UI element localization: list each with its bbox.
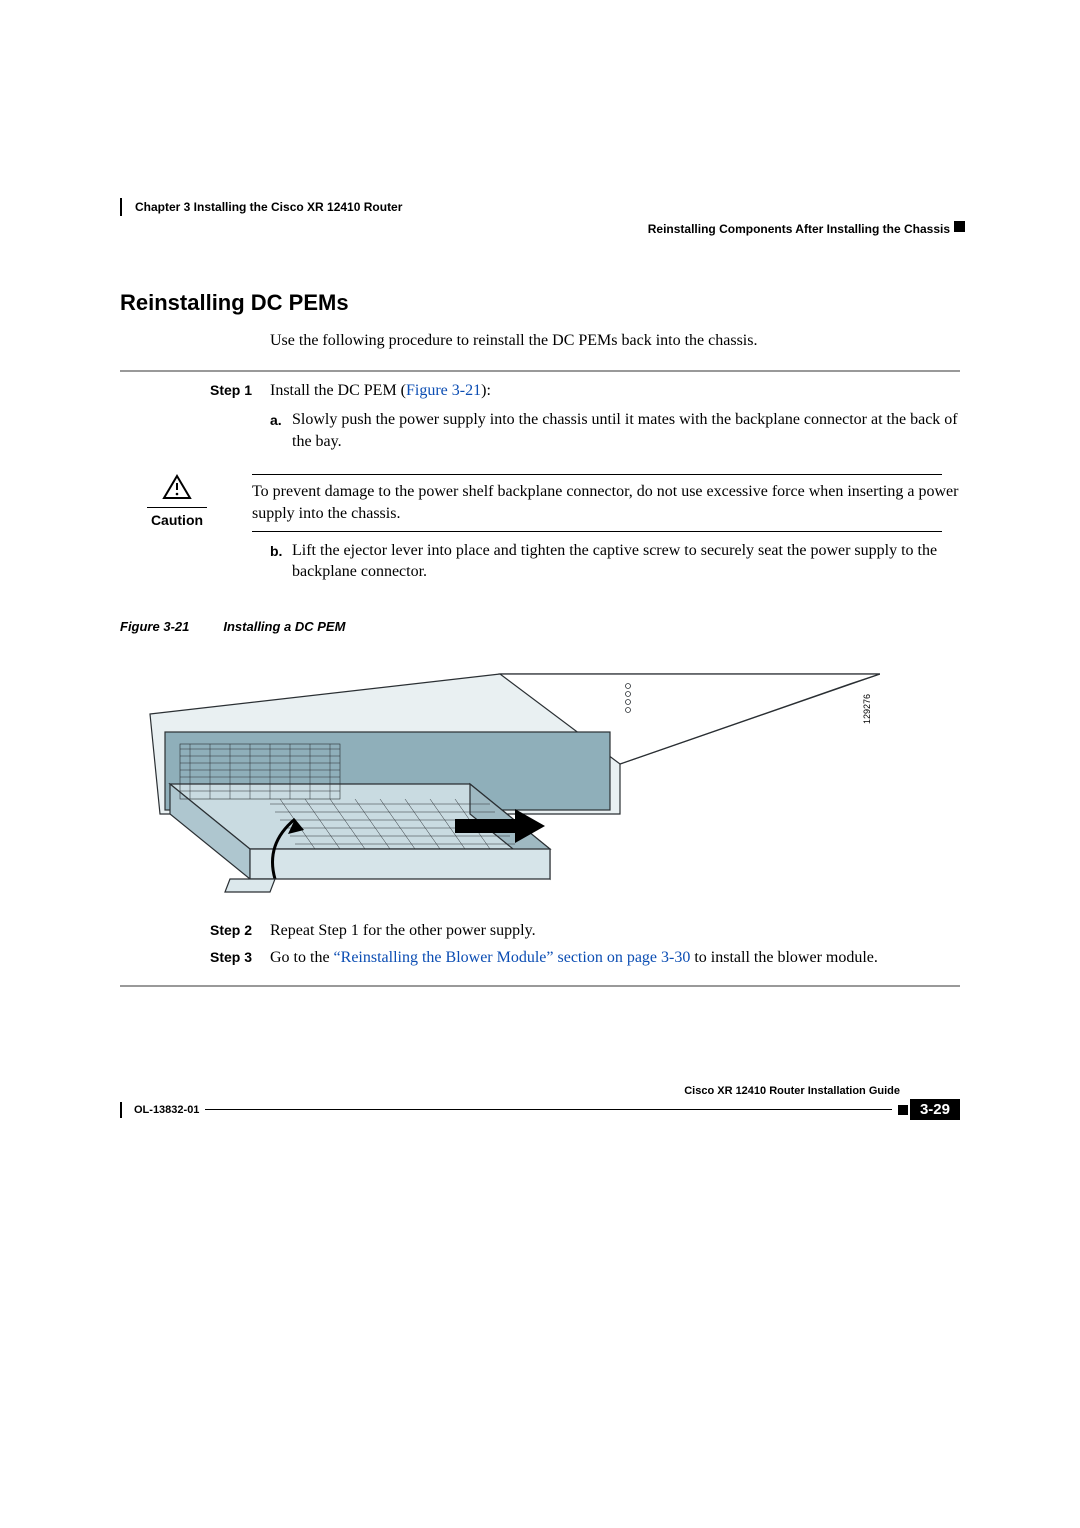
figure-title: Installing a DC PEM bbox=[223, 619, 345, 634]
xref-link[interactable]: “Reinstalling the Blower Module” section… bbox=[334, 949, 691, 966]
section-heading: Reinstalling DC PEMs bbox=[120, 290, 960, 316]
footer-square-icon bbox=[898, 1105, 908, 1115]
caution-text: To prevent damage to the power shelf bac… bbox=[252, 481, 960, 524]
step-2: Step 2 Repeat Step 1 for the other power… bbox=[120, 920, 960, 948]
figure-img-number: 129276 bbox=[862, 694, 872, 724]
footer-doc-number: OL-13832-01 bbox=[120, 1102, 199, 1118]
page-footer: Cisco XR 12410 Router Installation Guide… bbox=[120, 1085, 960, 1120]
intro-text: Use the following procedure to reinstall… bbox=[270, 330, 960, 352]
step-1b-label: b. bbox=[270, 540, 292, 583]
step-1b-row: b. Lift the ejector lever into place and… bbox=[120, 540, 960, 595]
divider-top bbox=[120, 370, 960, 372]
footer-rule bbox=[205, 1109, 892, 1110]
caution-block: Caution To prevent damage to the power s… bbox=[120, 474, 960, 531]
figure-link[interactable]: Figure 3-21 bbox=[406, 382, 481, 399]
figure-diagram: 129276 bbox=[120, 644, 880, 904]
step-1-text-after: ): bbox=[481, 382, 491, 399]
divider-bottom bbox=[120, 985, 960, 987]
step-1-label: Step 1 bbox=[120, 380, 270, 465]
figure-number: Figure 3-21 bbox=[120, 619, 189, 634]
step-1a-label: a. bbox=[270, 409, 292, 452]
caution-label: Caution bbox=[120, 512, 234, 528]
step-2-text: Repeat Step 1 for the other power supply… bbox=[270, 920, 960, 948]
footer-page-number: 3-29 bbox=[910, 1099, 960, 1120]
figure-caption: Figure 3-21 Installing a DC PEM bbox=[120, 619, 960, 634]
step-3-text-after: to install the blower module. bbox=[690, 949, 878, 966]
step-2-label: Step 2 bbox=[120, 920, 270, 948]
step-3-text-before: Go to the bbox=[270, 949, 334, 966]
step-1: Step 1 Install the DC PEM (Figure 3-21):… bbox=[120, 380, 960, 465]
step-1b-text: Lift the ejector lever into place and ti… bbox=[292, 540, 960, 583]
footer-guide-title: Cisco XR 12410 Router Installation Guide bbox=[120, 1085, 960, 1097]
caution-icon bbox=[162, 474, 192, 500]
step-3: Step 3 Go to the “Reinstalling the Blowe… bbox=[120, 947, 960, 975]
step-1-text-before: Install the DC PEM ( bbox=[270, 382, 406, 399]
step-3-label: Step 3 bbox=[120, 947, 270, 975]
page-body: Reinstalling DC PEMs Use the following p… bbox=[120, 200, 960, 995]
step-1a-text: Slowly push the power supply into the ch… bbox=[292, 409, 960, 452]
